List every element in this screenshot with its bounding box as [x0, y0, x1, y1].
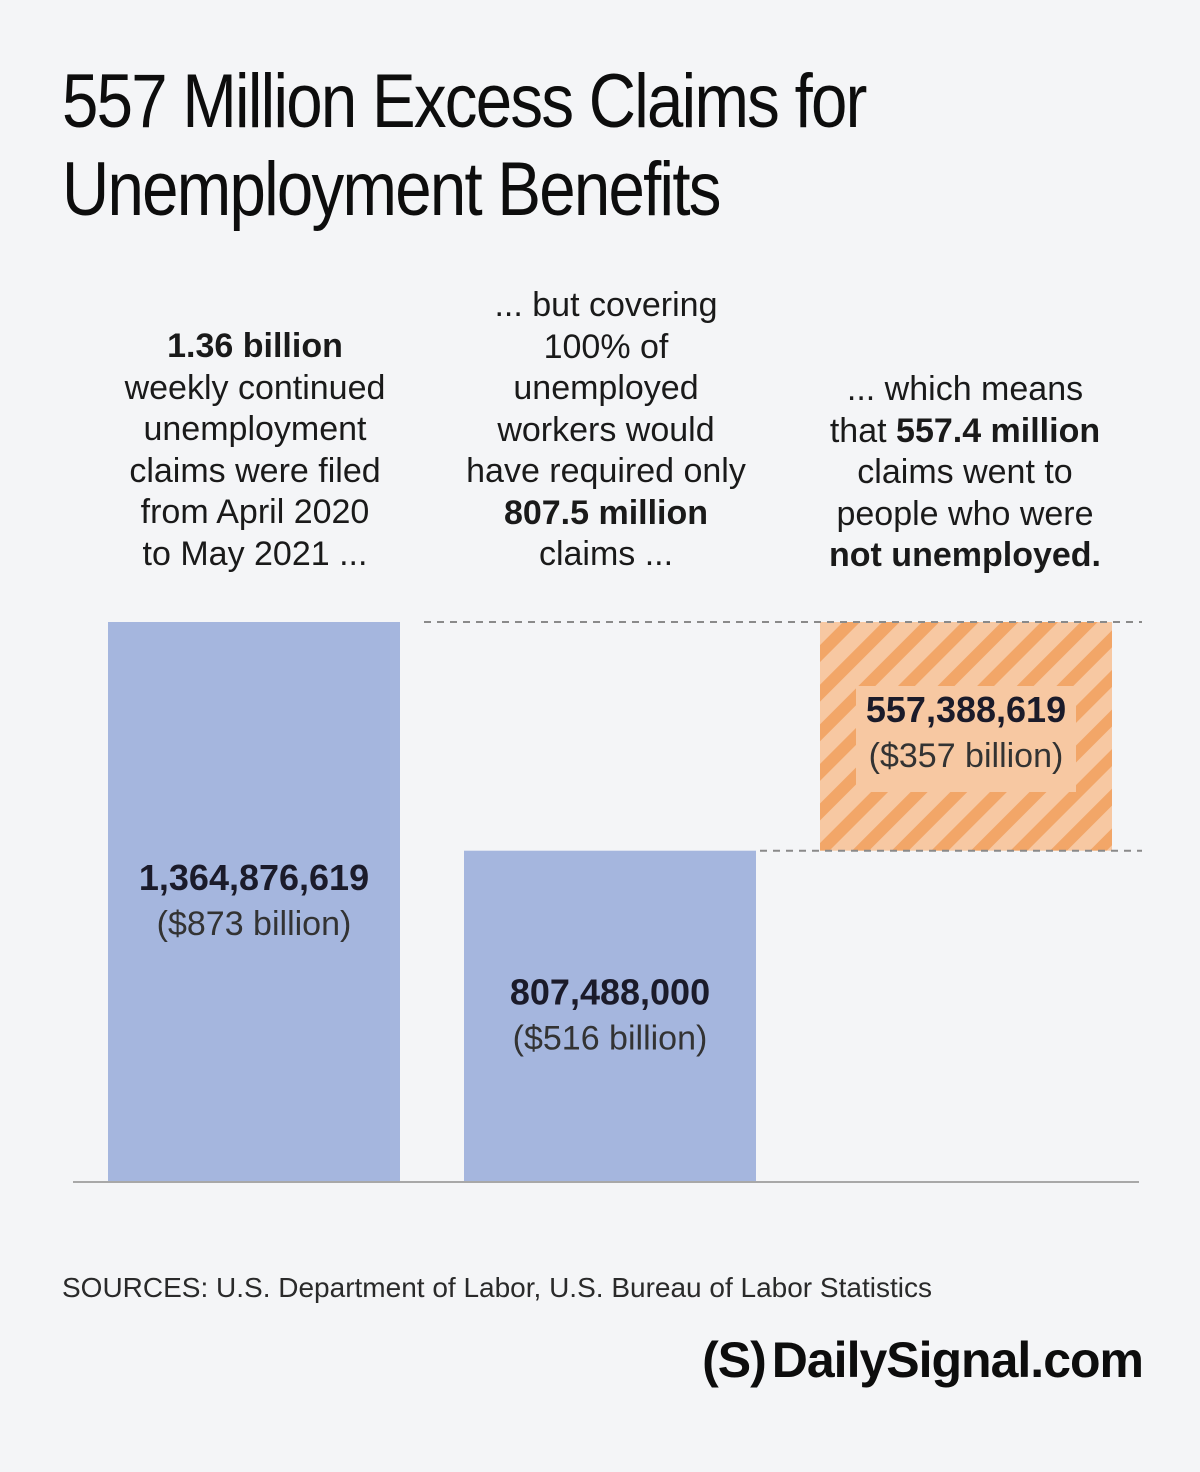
annotation-text: 557.4 million [896, 411, 1101, 450]
bar-value-label: 557,388,619 [866, 689, 1066, 730]
annotation-text: claims ... [538, 535, 674, 573]
brand-name: DailySignal.com [771, 1332, 1144, 1388]
annotation-text: workers would [497, 410, 715, 449]
bar-1 [108, 622, 400, 1182]
bar-value-label: 1,364,876,619 [139, 857, 369, 898]
annotation-required-claims: ... but covering 100% of unemployed workers… [447, 285, 765, 576]
title-line-2: Unemployment Benefits [62, 147, 721, 232]
annotation-text: claims went to [857, 453, 1073, 491]
chart-title: 557 Million Excess Claims for Unemployme… [62, 58, 991, 234]
annotation-text: not unemployed. [829, 536, 1101, 574]
annotation-text: 807.5 million [503, 493, 709, 532]
bar-value-label: 807,488,000 [510, 971, 710, 1012]
bar-dollar-label: ($357 billion) [869, 737, 1064, 775]
annotation-text: 1.36 billion [167, 327, 343, 365]
annotation-excess-claims: ... which means that 557.4 million claims … [800, 369, 1130, 577]
bar-dollar-label: ($516 billion) [513, 1019, 708, 1057]
bar-2 [464, 850, 756, 1182]
annotation-text: unemployment [143, 410, 367, 448]
annotation-text: people who were [836, 494, 1094, 533]
bar-label-backdrop [856, 686, 1076, 792]
annotation-text: ... but covering [494, 286, 718, 324]
annotation-text: weekly continued [124, 368, 386, 407]
signal-logo-icon: (S) [702, 1332, 767, 1388]
annotation-text: unemployed [513, 369, 699, 407]
annotation-text: to May 2021 ... [142, 534, 368, 573]
bar-dollar-label: ($873 billion) [157, 905, 352, 943]
brand-logo: (S) DailySignal.com [702, 1325, 1144, 1395]
title-line-1: 557 Million Excess Claims for [62, 59, 867, 144]
annotation-text: that [829, 411, 897, 450]
annotation-text: claims were filed [129, 451, 381, 490]
annotation-text: from April 2020 [140, 493, 370, 531]
annotation-total-claims: 1.36 billion weekly continued unemployment… [95, 326, 415, 575]
annotation-text: 100% of [543, 327, 669, 366]
sources-note: SOURCES: U.S. Department of Labor, U.S. … [62, 1272, 932, 1303]
annotation-text: ... which means [846, 370, 1084, 408]
annotation-text: have required only [466, 452, 746, 490]
